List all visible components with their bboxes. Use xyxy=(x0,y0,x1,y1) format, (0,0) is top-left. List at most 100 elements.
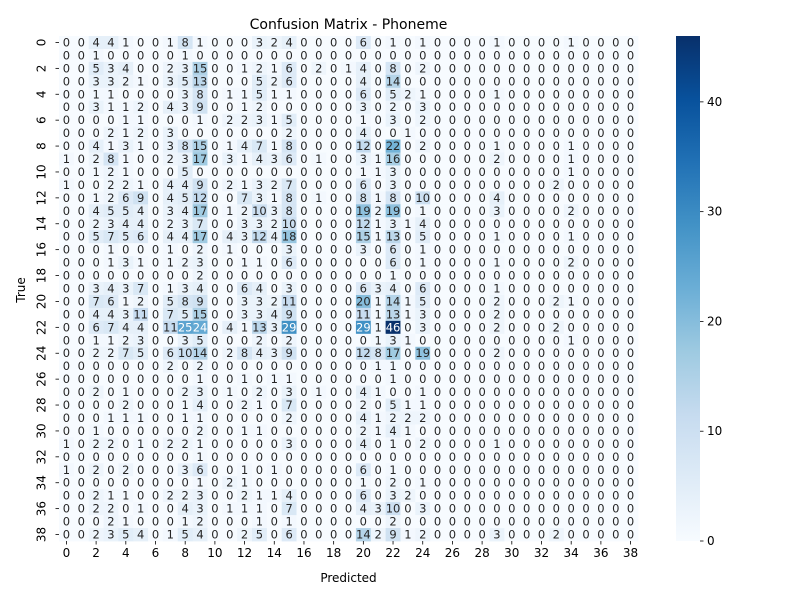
cell-value-label: 0 xyxy=(523,528,530,542)
heatmap-cell xyxy=(370,385,387,399)
heatmap-cell xyxy=(162,398,179,412)
cell-value-label: 0 xyxy=(627,411,634,425)
heatmap-cell xyxy=(563,139,580,153)
cell-value-label: 0 xyxy=(508,48,515,62)
heatmap-cell xyxy=(162,282,179,296)
cell-value-label: 1 xyxy=(568,294,575,308)
heatmap-cell xyxy=(177,74,194,89)
cell-value-label: 0 xyxy=(553,256,560,270)
heatmap-cell xyxy=(73,178,90,192)
cell-value-label: 0 xyxy=(315,307,322,321)
cell-value-label: 2 xyxy=(493,320,500,334)
cell-value-label: 0 xyxy=(553,385,560,399)
cell-value-label: 0 xyxy=(404,269,411,283)
cell-value-label: 3 xyxy=(375,282,382,296)
cell-value-label: 0 xyxy=(107,359,114,373)
cell-value-label: 0 xyxy=(241,269,248,283)
heatmap-cell xyxy=(296,87,312,102)
cell-value-label: 0 xyxy=(538,152,545,166)
heatmap-cell xyxy=(192,294,208,309)
cell-value-label: 0 xyxy=(523,411,530,425)
cell-value-label: 0 xyxy=(478,74,485,88)
heatmap-cell xyxy=(370,113,387,128)
heatmap-cell xyxy=(534,385,550,399)
y-tick-label: 6 xyxy=(35,116,49,124)
cell-value-label: 1 xyxy=(404,528,411,542)
heatmap-cell xyxy=(504,243,520,257)
cell-value-label: 0 xyxy=(597,87,604,101)
cell-value-label: 0 xyxy=(464,320,471,334)
heatmap-cell xyxy=(430,294,446,309)
heatmap-cell xyxy=(311,372,327,387)
heatmap-cell xyxy=(326,113,342,128)
heatmap-cell xyxy=(445,333,461,348)
heatmap-cell xyxy=(504,307,520,322)
cell-value-label: 0 xyxy=(78,346,85,360)
cell-value-label: 0 xyxy=(63,139,70,153)
cell-value-label: 0 xyxy=(315,333,322,347)
heatmap-cell xyxy=(341,217,357,231)
cell-value-label: 0 xyxy=(300,113,307,127)
cell-value-label: 0 xyxy=(345,307,352,321)
cell-value-label: 10 xyxy=(386,502,401,516)
heatmap-cell xyxy=(415,372,431,387)
cell-value-label: 0 xyxy=(568,424,575,438)
heatmap-cell xyxy=(548,165,565,179)
heatmap-cell xyxy=(459,437,476,451)
cell-value-label: 0 xyxy=(478,307,485,321)
cell-value-label: 17 xyxy=(193,152,208,166)
cell-value-label: 0 xyxy=(330,48,337,62)
cell-value-label: 0 xyxy=(300,35,307,49)
cell-value-label: 0 xyxy=(360,333,367,347)
cell-value-label: 0 xyxy=(553,307,560,321)
y-tick-label: 26 xyxy=(35,372,49,387)
heatmap-cell xyxy=(534,230,550,244)
cell-value-label: 10 xyxy=(252,204,267,218)
cell-value-label: 1 xyxy=(122,35,129,49)
cell-value-label: 0 xyxy=(627,502,634,516)
heatmap-cell xyxy=(207,178,223,192)
cell-value-label: 0 xyxy=(493,515,500,529)
heatmap-cell xyxy=(177,437,194,451)
cell-value-label: 0 xyxy=(627,230,634,244)
cell-value-label: 1 xyxy=(375,320,382,334)
heatmap-cell xyxy=(341,411,357,425)
cell-value-label: 8 xyxy=(285,204,292,218)
heatmap-cell xyxy=(623,113,639,128)
heatmap-cell xyxy=(608,165,624,179)
heatmap-cell xyxy=(118,165,134,179)
heatmap-cell xyxy=(222,320,238,335)
cell-value-label: 1 xyxy=(63,437,70,451)
heatmap-cell xyxy=(266,269,283,283)
cell-value-label: 0 xyxy=(360,359,367,373)
heatmap-cell xyxy=(326,476,342,490)
heatmap-cell xyxy=(474,113,490,128)
cell-value-label: 5 xyxy=(285,113,292,127)
heatmap-cell xyxy=(385,126,401,140)
cell-value-label: 0 xyxy=(582,165,589,179)
cell-value-label: 0 xyxy=(612,269,619,283)
cell-value-label: 2 xyxy=(107,437,114,451)
cell-value-label: 0 xyxy=(404,165,411,179)
heatmap-cell xyxy=(430,100,446,115)
heatmap-cell xyxy=(341,450,357,464)
cell-value-label: 3 xyxy=(241,307,248,321)
heatmap-cell xyxy=(519,178,535,192)
heatmap-cell xyxy=(118,476,134,490)
x-tick-label: 34 xyxy=(564,546,579,560)
cell-value-label: 0 xyxy=(152,372,159,386)
heatmap-cell xyxy=(623,424,639,438)
heatmap-cell xyxy=(311,230,327,244)
cell-value-label: 3 xyxy=(389,333,396,347)
heatmap-cell xyxy=(222,191,238,205)
cell-value-label: 0 xyxy=(107,476,114,490)
cell-value-label: 0 xyxy=(78,502,85,516)
cell-value-label: 0 xyxy=(523,346,530,360)
cell-value-label: 0 xyxy=(152,424,159,438)
heatmap-cell xyxy=(593,411,609,425)
cell-value-label: 0 xyxy=(226,333,233,347)
heatmap-cell xyxy=(504,294,520,309)
heatmap-cell xyxy=(430,152,446,166)
heatmap-cell xyxy=(504,48,520,63)
heatmap-cell xyxy=(88,165,104,179)
